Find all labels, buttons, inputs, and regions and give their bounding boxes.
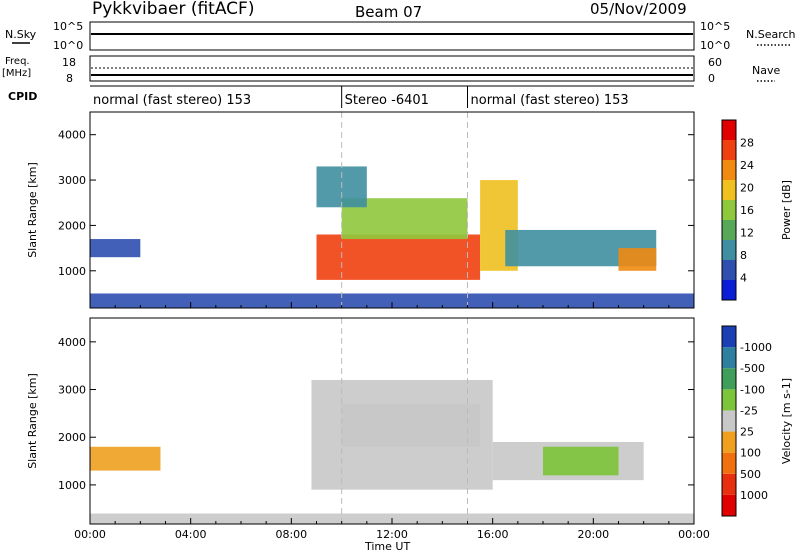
colorbar-tick-label: 25 — [740, 426, 754, 439]
cpid-label: CPID — [8, 90, 37, 103]
cpid-segment-label: normal (fast stereo) 153 — [471, 93, 629, 108]
power-panel: 1000 2000 3000 4000 Slant Range [km] 4 8 12 16 20… — [26, 111, 793, 309]
time-tick-label: 00:00 — [74, 528, 106, 541]
time-tick-label: 00:00 — [678, 528, 710, 541]
plot-title: Pykkvibaer (fitACF) — [92, 0, 254, 19]
data-region — [618, 248, 657, 271]
freq-strip-frame — [89, 55, 695, 82]
y-tick-label: 3000 — [58, 174, 86, 187]
time-axis: 00:00 04:00 08:00 12:00 16:00 20:00 00:00 — [74, 528, 710, 541]
colorbar-cell — [722, 410, 736, 432]
y-axis-label: Slant Range [km] — [26, 162, 39, 258]
colorbar-cell — [722, 220, 736, 240]
y-tick-label: 2000 — [58, 219, 86, 232]
colorbar-tick-label: -500 — [740, 362, 765, 375]
colorbar-frame — [721, 119, 737, 301]
colorbar-cell — [722, 280, 736, 300]
cpid-segment-label: Stereo -6401 — [345, 93, 429, 108]
colorbar-cell — [722, 347, 736, 369]
nsearch-label: N.Search — [746, 28, 796, 41]
colorbar-cell — [722, 494, 736, 516]
y-tick-label: 4000 — [58, 336, 86, 349]
colorbar-tick-label: 1000 — [740, 489, 768, 502]
nave-label: Nave — [752, 64, 780, 77]
colorbar-tick-label: 28 — [740, 137, 754, 150]
colorbar-tick-label: 24 — [740, 159, 754, 172]
data-region — [90, 293, 694, 308]
colorbar-tick-label: 16 — [740, 204, 754, 217]
colorbar-cell — [722, 200, 736, 220]
nsky-label: N.Sky — [5, 28, 37, 41]
data-region — [316, 234, 481, 280]
colorbar-cell — [722, 473, 736, 495]
time-tick-label: 08:00 — [275, 528, 307, 541]
y-axis-label: Slant Range [km] — [26, 373, 39, 469]
nsky-tick-bottom: 10^0 — [53, 39, 83, 52]
nave-tick-bottom: 0 — [708, 72, 715, 85]
freq-tick-top: 18 — [62, 56, 76, 69]
freq-label-top: Freq. — [5, 56, 30, 67]
colorbar-tick-label: -25 — [740, 404, 758, 417]
time-tick-label: 04:00 — [175, 528, 207, 541]
data-region — [543, 446, 619, 476]
y-tick-label: 1000 — [58, 265, 86, 278]
time-axis-label: Time UT — [364, 540, 410, 553]
cpid-segment-label: normal (fast stereo) 153 — [93, 93, 251, 108]
time-tick-label: 20:00 — [577, 528, 609, 541]
colorbar-label: Power [dB] — [780, 180, 793, 240]
colorbar-tick-label: 8 — [740, 249, 747, 262]
nsearch-tick-bottom: 10^0 — [700, 39, 730, 52]
freq-tick-bottom: 8 — [66, 72, 73, 85]
colorbar-cell — [722, 326, 736, 348]
cpid-segments: normal (fast stereo) 153 Stereo -6401 norm… — [93, 86, 629, 108]
colorbar-cell — [722, 260, 736, 280]
colorbar-tick-label: 500 — [740, 468, 761, 481]
freq-label-bottom: [MHz] — [2, 68, 31, 79]
colorbar-tick-label: -100 — [740, 383, 765, 396]
colorbar-cell — [722, 120, 736, 140]
y-tick-label: 3000 — [58, 384, 86, 397]
nave-tick-top: 60 — [708, 56, 722, 69]
time-tick-label: 12:00 — [376, 528, 408, 541]
nsearch-tick-top: 10^5 — [700, 20, 730, 33]
y-tick-label: 2000 — [58, 431, 86, 444]
data-region — [90, 239, 141, 258]
colorbar-cell — [722, 240, 736, 260]
velocity-panel: 1000 2000 3000 4000 Slant Range [km] 1000 500 1… — [26, 317, 793, 525]
colorbar-label: Velocity [m s-1] — [780, 378, 793, 464]
colorbar-frame — [721, 325, 737, 517]
y-tick-label: 4000 — [58, 129, 86, 142]
date-label: 05/Nov/2009 — [590, 0, 687, 18]
colorbar-cell — [722, 389, 736, 411]
time-tick-label: 16:00 — [477, 528, 509, 541]
colorbar-cell — [722, 452, 736, 474]
colorbar-cell — [722, 431, 736, 453]
colorbar-cell — [722, 368, 736, 390]
nsky-tick-top: 10^5 — [53, 20, 83, 33]
y-tick-label: 1000 — [58, 479, 86, 492]
colorbar-tick-label: 12 — [740, 227, 754, 240]
colorbar-cell — [722, 140, 736, 160]
colorbar-tick-label: 20 — [740, 182, 754, 195]
colorbar-tick-label: -1000 — [740, 341, 772, 354]
colorbar-tick-label: 4 — [740, 272, 747, 285]
colorbar-cell — [722, 180, 736, 200]
colorbar-tick-label: 100 — [740, 447, 761, 460]
data-region — [341, 403, 481, 447]
nsky-strip-frame — [89, 21, 695, 51]
data-region — [90, 446, 161, 471]
colorbar-cell — [722, 160, 736, 180]
beam-label: Beam 07 — [355, 3, 422, 21]
